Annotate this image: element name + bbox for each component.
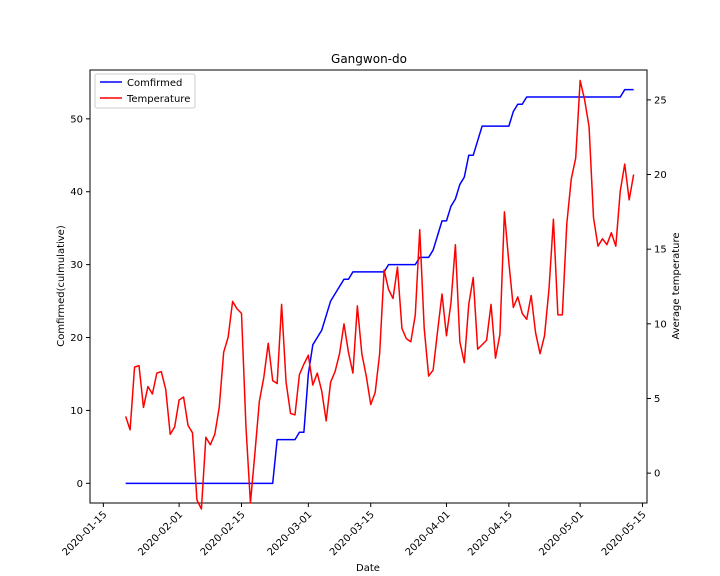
left-y-tick-label: 10 <box>70 406 83 417</box>
right-y-tick-label: 15 <box>654 245 667 256</box>
series-layer <box>124 79 635 510</box>
left-y-axis: 0 10 20 30 40 50 <box>70 114 90 490</box>
right-y-tick-label: 10 <box>654 319 667 330</box>
right-y-tick-label: 0 <box>654 469 660 480</box>
chart-title: Gangwon-do <box>331 52 407 66</box>
legend: Comfirmed Temperature <box>94 73 196 109</box>
plot-area-frame <box>89 69 648 504</box>
left-y-tick-label: 40 <box>70 187 83 198</box>
legend-entry-temperature: Temperature <box>126 94 190 105</box>
right-y-axis: 0 5 10 15 20 25 <box>647 95 667 480</box>
left-y-tick-label: 30 <box>70 260 83 271</box>
right-y-axis-label: Average temperature <box>671 232 682 339</box>
left-y-tick-label: 50 <box>70 114 83 125</box>
left-y-axis-label: Comfirmed(culmulative) <box>56 225 67 347</box>
series-line-temperature <box>124 79 635 510</box>
right-y-tick-label: 20 <box>654 170 667 181</box>
legend-entry-comfirmed: Comfirmed <box>127 78 182 89</box>
series-line-comfirmed <box>125 88 634 485</box>
x-axis-label: Date <box>356 563 380 574</box>
left-y-tick-label: 0 <box>77 479 83 490</box>
right-y-tick-label: 5 <box>654 394 660 405</box>
left-y-tick-label: 20 <box>70 333 83 344</box>
right-y-tick-label: 25 <box>654 95 667 106</box>
